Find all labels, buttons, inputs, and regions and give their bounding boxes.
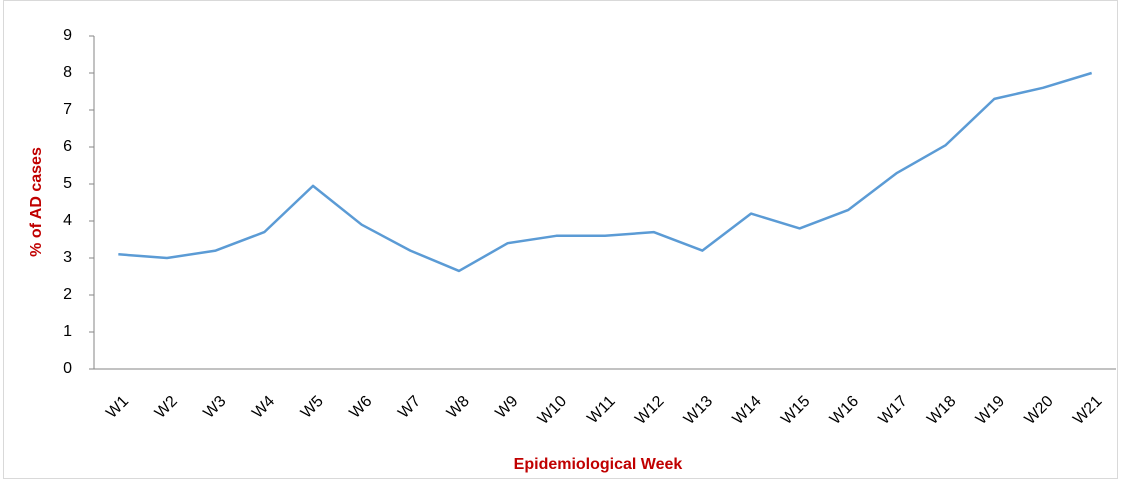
- y-tick-label: 1: [63, 323, 72, 340]
- y-tick-label: 3: [63, 249, 72, 266]
- y-tick-label: 8: [63, 64, 72, 81]
- y-tick-label: 7: [63, 101, 72, 118]
- x-axis-label: Epidemiological Week: [514, 456, 683, 473]
- y-tick-label: 6: [63, 138, 72, 155]
- line-series: [118, 71, 1093, 273]
- y-axis-label: % of AD cases: [28, 147, 45, 257]
- y-tick-label: 9: [63, 27, 72, 44]
- y-tick-label: 2: [63, 286, 72, 303]
- y-tick-label: 4: [63, 212, 72, 229]
- y-tick-label: 0: [63, 360, 72, 377]
- y-tick-label: 5: [63, 175, 72, 192]
- chart-border: [3, 0, 1118, 479]
